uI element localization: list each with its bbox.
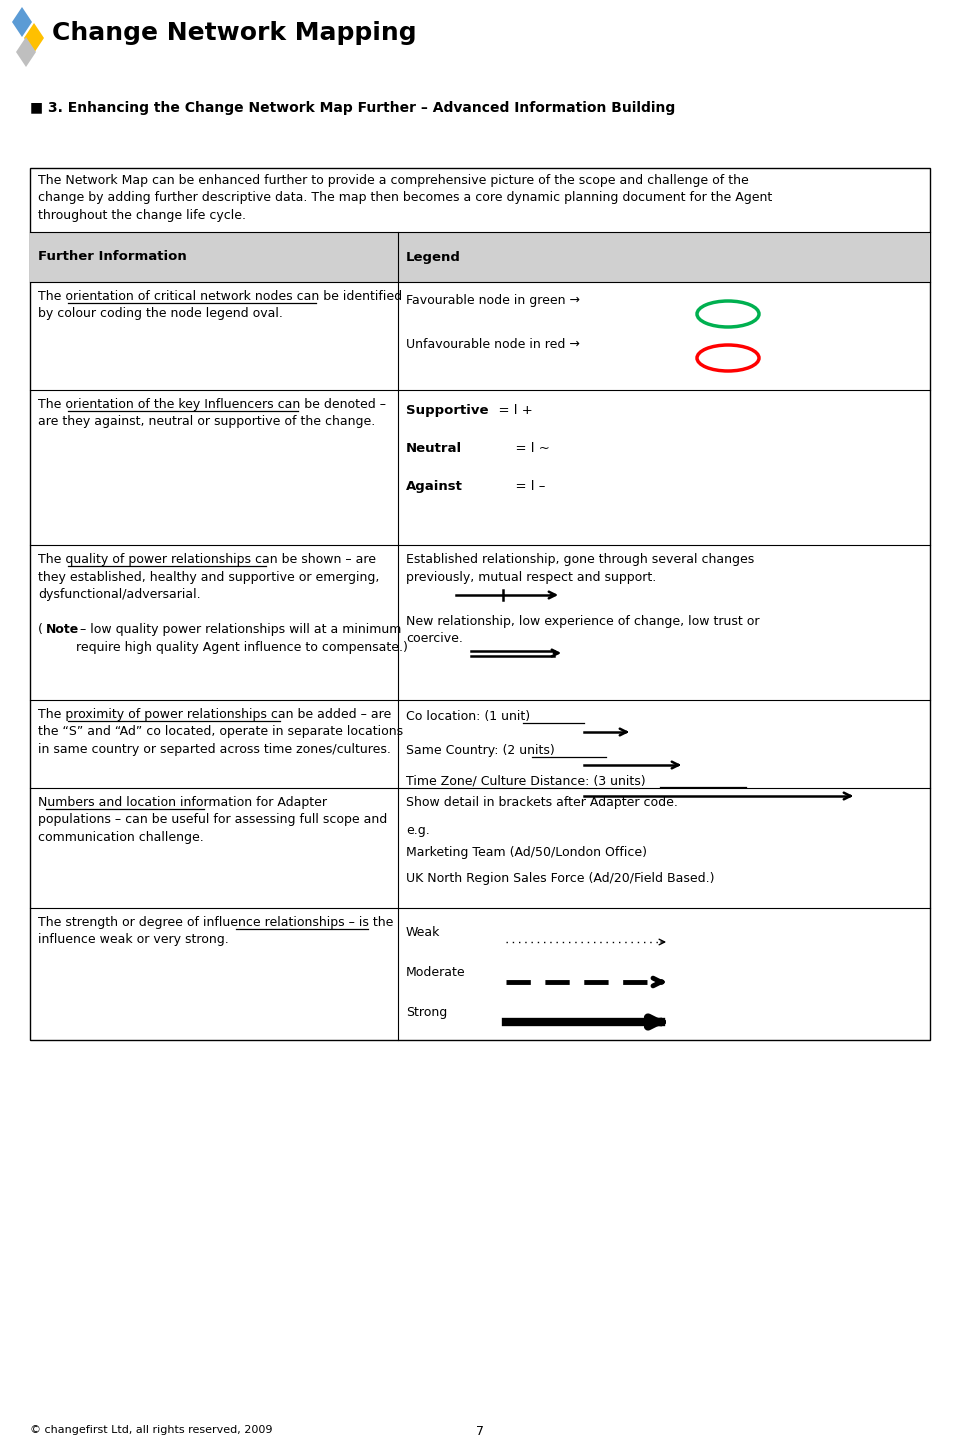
Text: Neutral: Neutral	[406, 443, 462, 456]
Text: Note: Note	[46, 622, 80, 636]
Text: Moderate: Moderate	[406, 966, 466, 979]
Text: Marketing Team (Ad/50/London Office): Marketing Team (Ad/50/London Office)	[406, 846, 647, 859]
Text: © changefirst Ltd, all rights reserved, 2009: © changefirst Ltd, all rights reserved, …	[30, 1425, 273, 1435]
Text: (: (	[38, 622, 43, 636]
Text: Favourable node in green →: Favourable node in green →	[406, 295, 580, 308]
Bar	[30, 168, 930, 1040]
Polygon shape	[12, 7, 32, 36]
Text: Further Information: Further Information	[38, 251, 187, 264]
Text: Same Country: (2 units): Same Country: (2 units)	[406, 744, 555, 757]
Bar	[30, 232, 930, 281]
Text: – low quality power relationships will at a minimum
require high quality Agent i: – low quality power relationships will a…	[76, 622, 408, 653]
Text: Strong: Strong	[406, 1006, 447, 1019]
Text: Time Zone/ Culture Distance: (3 units): Time Zone/ Culture Distance: (3 units)	[406, 773, 646, 786]
Text: Established relationship, gone through several changes
previously, mutual respec: Established relationship, gone through s…	[406, 553, 755, 583]
Text: 7: 7	[476, 1425, 484, 1438]
Text: The strength or degree of influence relationships – is the
influence weak or ver: The strength or degree of influence rela…	[38, 916, 394, 946]
Text: UK North Region Sales Force (Ad/20/Field Based.): UK North Region Sales Force (Ad/20/Field…	[406, 872, 714, 885]
Text: New relationship, low experience of change, low trust or
coercive.: New relationship, low experience of chan…	[406, 615, 759, 646]
Text: Change Network Mapping: Change Network Mapping	[52, 20, 417, 45]
Text: ■ 3. Enhancing the Change Network Map Further – Advanced Information Building: ■ 3. Enhancing the Change Network Map Fu…	[30, 102, 675, 115]
Text: = l ~: = l ~	[490, 443, 550, 456]
Polygon shape	[24, 23, 44, 54]
Text: Weak: Weak	[406, 926, 441, 939]
Text: Supportive: Supportive	[406, 403, 489, 416]
Text: Show detail in brackets after Adapter code.: Show detail in brackets after Adapter co…	[406, 797, 678, 810]
Text: The Network Map can be enhanced further to provide a comprehensive picture of th: The Network Map can be enhanced further …	[38, 174, 772, 222]
Polygon shape	[16, 36, 36, 67]
Text: e.g.: e.g.	[406, 824, 430, 837]
Text: Against: Against	[406, 480, 463, 493]
Text: The quality of power relationships can be shown – are
they established, healthy : The quality of power relationships can b…	[38, 553, 379, 601]
Text: Numbers and location information for Adapter
populations – can be useful for ass: Numbers and location information for Ada…	[38, 797, 387, 844]
Text: The orientation of the key Influencers can be denoted –
are they against, neutra: The orientation of the key Influencers c…	[38, 398, 386, 428]
Text: = l –: = l –	[490, 480, 545, 493]
Text: Legend: Legend	[406, 251, 461, 264]
Text: Co location: (1 unit): Co location: (1 unit)	[406, 710, 530, 723]
Text: = l +: = l +	[490, 403, 533, 416]
Text: The orientation of critical network nodes can be identified
by colour coding the: The orientation of critical network node…	[38, 290, 402, 321]
Text: Unfavourable node in red →: Unfavourable node in red →	[406, 338, 580, 351]
Text: The proximity of power relationships can be added – are
the “S” and “Ad” co loca: The proximity of power relationships can…	[38, 708, 403, 756]
